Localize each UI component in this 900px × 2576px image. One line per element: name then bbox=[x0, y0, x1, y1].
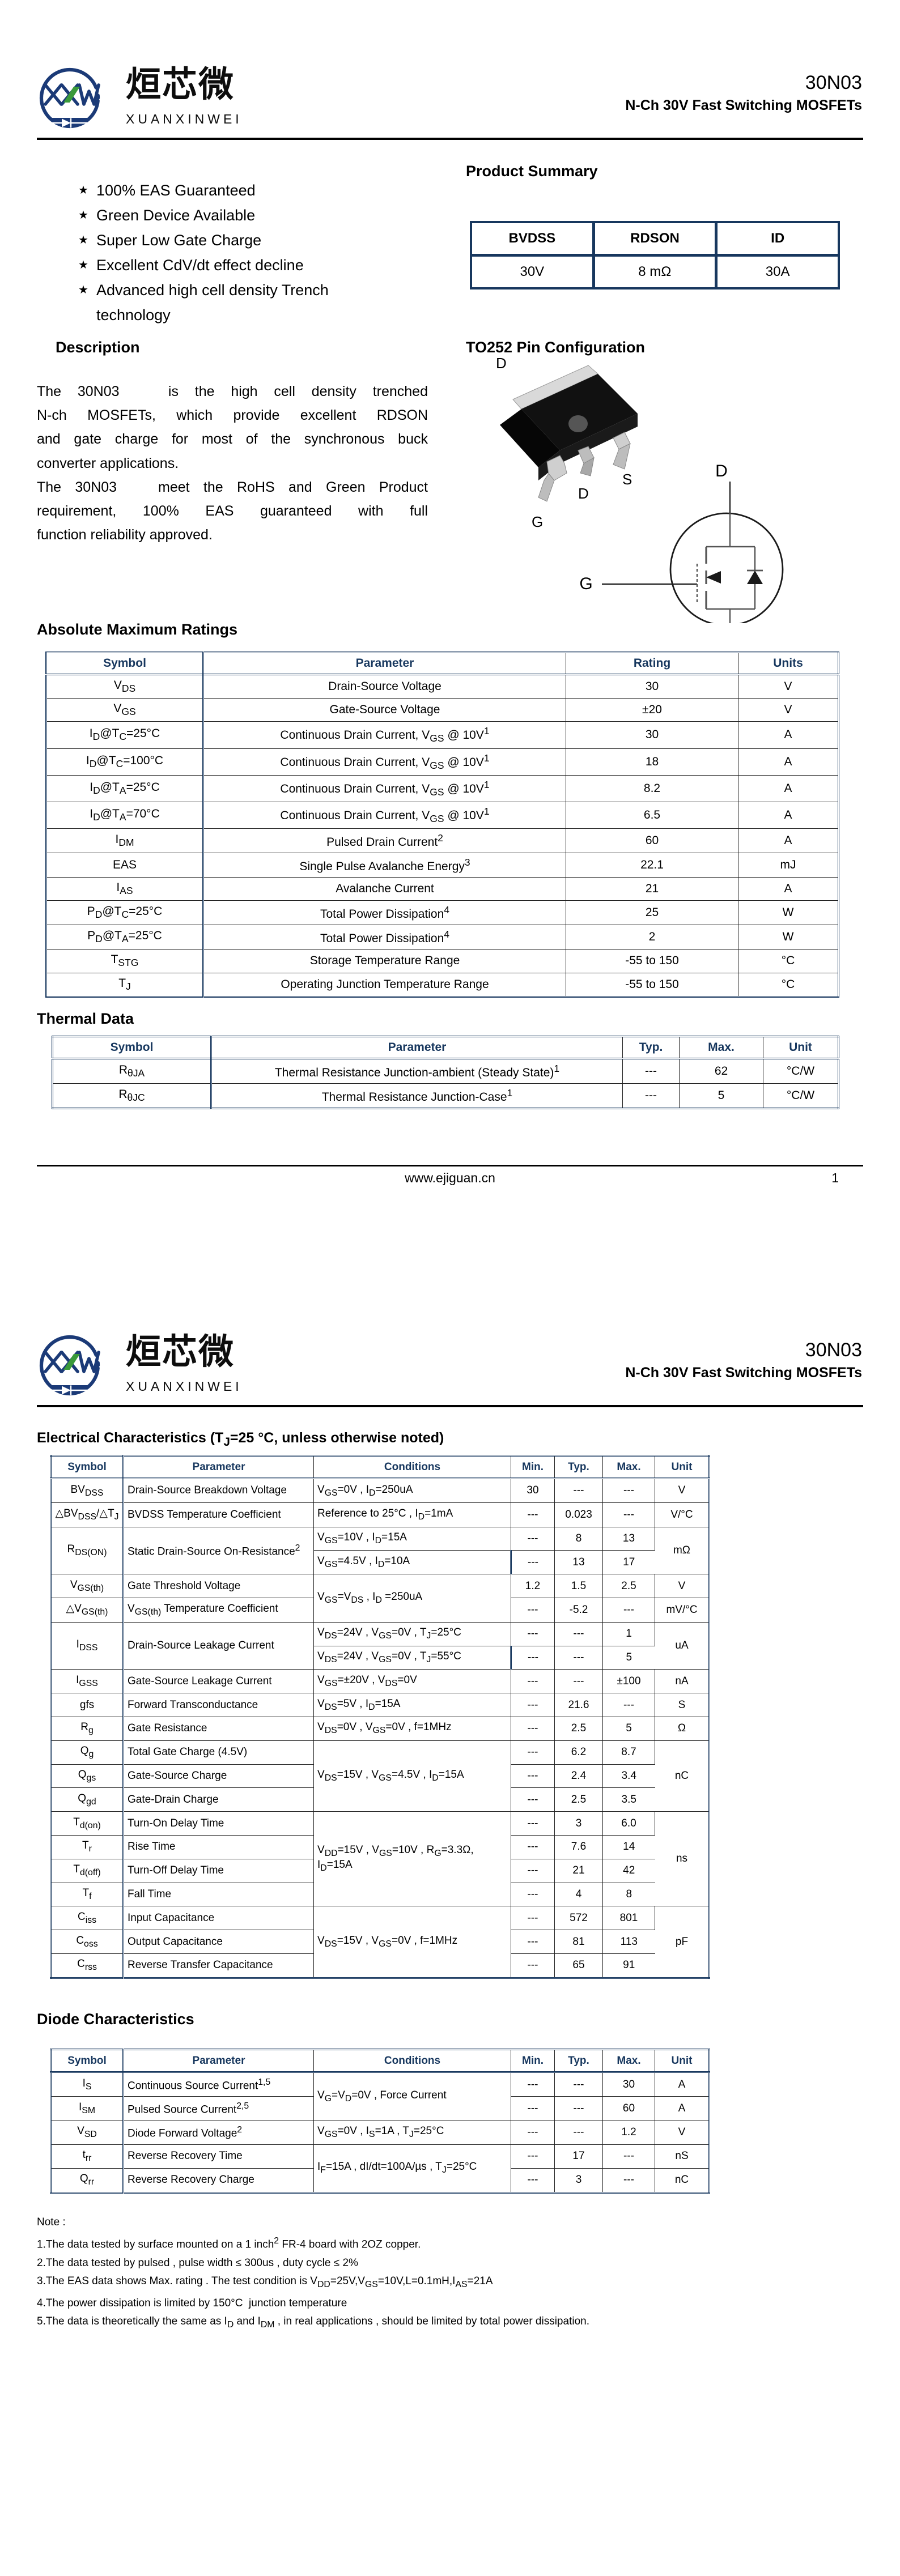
svg-text:G: G bbox=[532, 513, 543, 530]
svg-text:D: D bbox=[578, 485, 589, 502]
svg-text:D: D bbox=[496, 357, 507, 372]
svg-text:S: S bbox=[622, 471, 632, 488]
svg-text:D: D bbox=[715, 462, 728, 480]
svg-text:G: G bbox=[579, 574, 592, 593]
